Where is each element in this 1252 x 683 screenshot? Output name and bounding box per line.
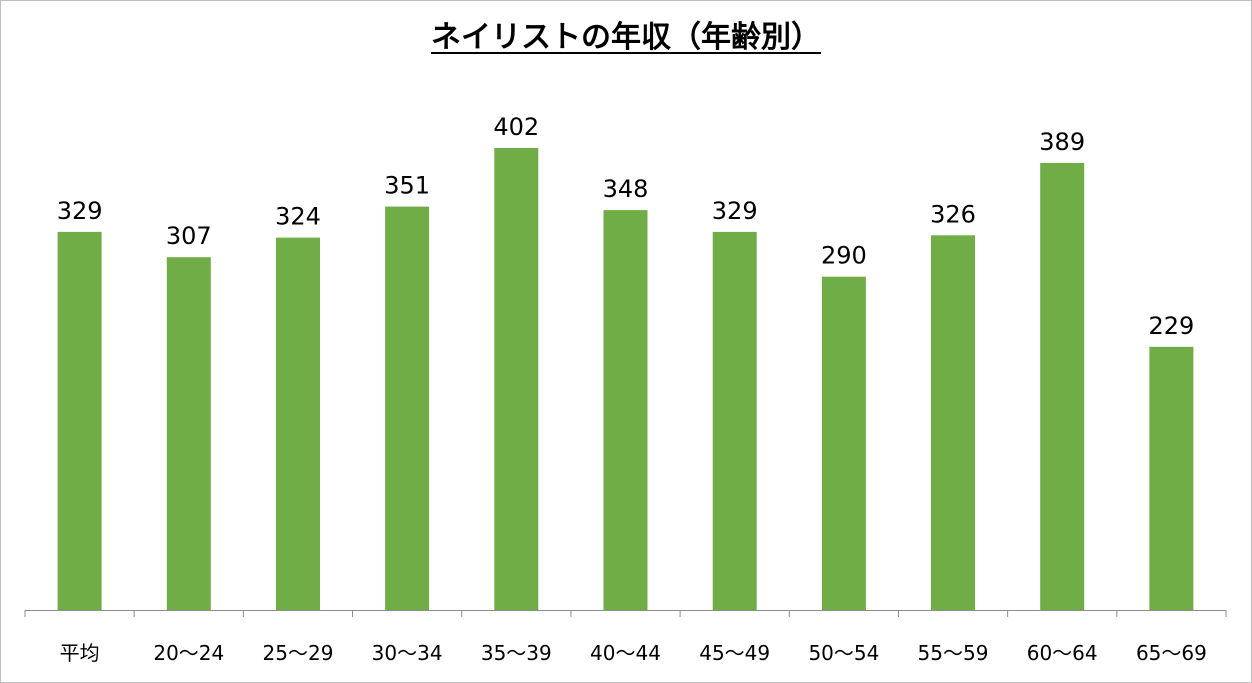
x-axis [24,610,1227,617]
category-label: 20〜24 [153,641,224,665]
bar [385,206,430,610]
bar [166,257,211,610]
data-label: 229 [1148,312,1194,340]
data-label: 324 [275,203,321,231]
bar [276,237,320,610]
bar [821,276,866,610]
category-label: 45〜49 [699,641,770,665]
bar [931,235,975,611]
bar [1149,346,1194,610]
category-label: 35〜39 [481,641,552,665]
data-label: 348 [603,175,649,203]
bar [1040,162,1085,610]
chart-title: ネイリストの年収（年齢別） [0,18,1252,58]
data-label: 290 [821,242,867,270]
chart-title-text: ネイリストの年収（年齢別） [431,20,821,55]
category-label: 30〜34 [372,641,443,665]
value-labels: 329 307 324 351 402 348 329 290 326 389 229 [57,113,1195,340]
category-label: 65〜69 [1136,641,1207,665]
data-label: 389 [1039,128,1085,156]
data-label: 351 [384,172,430,200]
category-label: 平均 [60,641,100,665]
category-label: 40〜44 [590,641,661,665]
category-label: 55〜59 [918,641,989,665]
data-label: 307 [166,222,212,250]
data-label: 402 [493,113,539,141]
bar [712,231,757,610]
bar [57,231,102,610]
data-label: 329 [712,197,758,225]
category-labels: 平均 20〜24 25〜29 30〜34 35〜39 40〜44 45〜49 50〜54 55〜… [60,641,1207,665]
category-label: 50〜54 [808,641,879,665]
category-label: 60〜64 [1027,641,1098,665]
bars-layer [57,148,1194,611]
category-label: 25〜29 [263,641,334,665]
bar [494,148,539,610]
data-label: 326 [930,200,976,228]
data-label: 329 [57,197,103,225]
bar [603,210,648,610]
